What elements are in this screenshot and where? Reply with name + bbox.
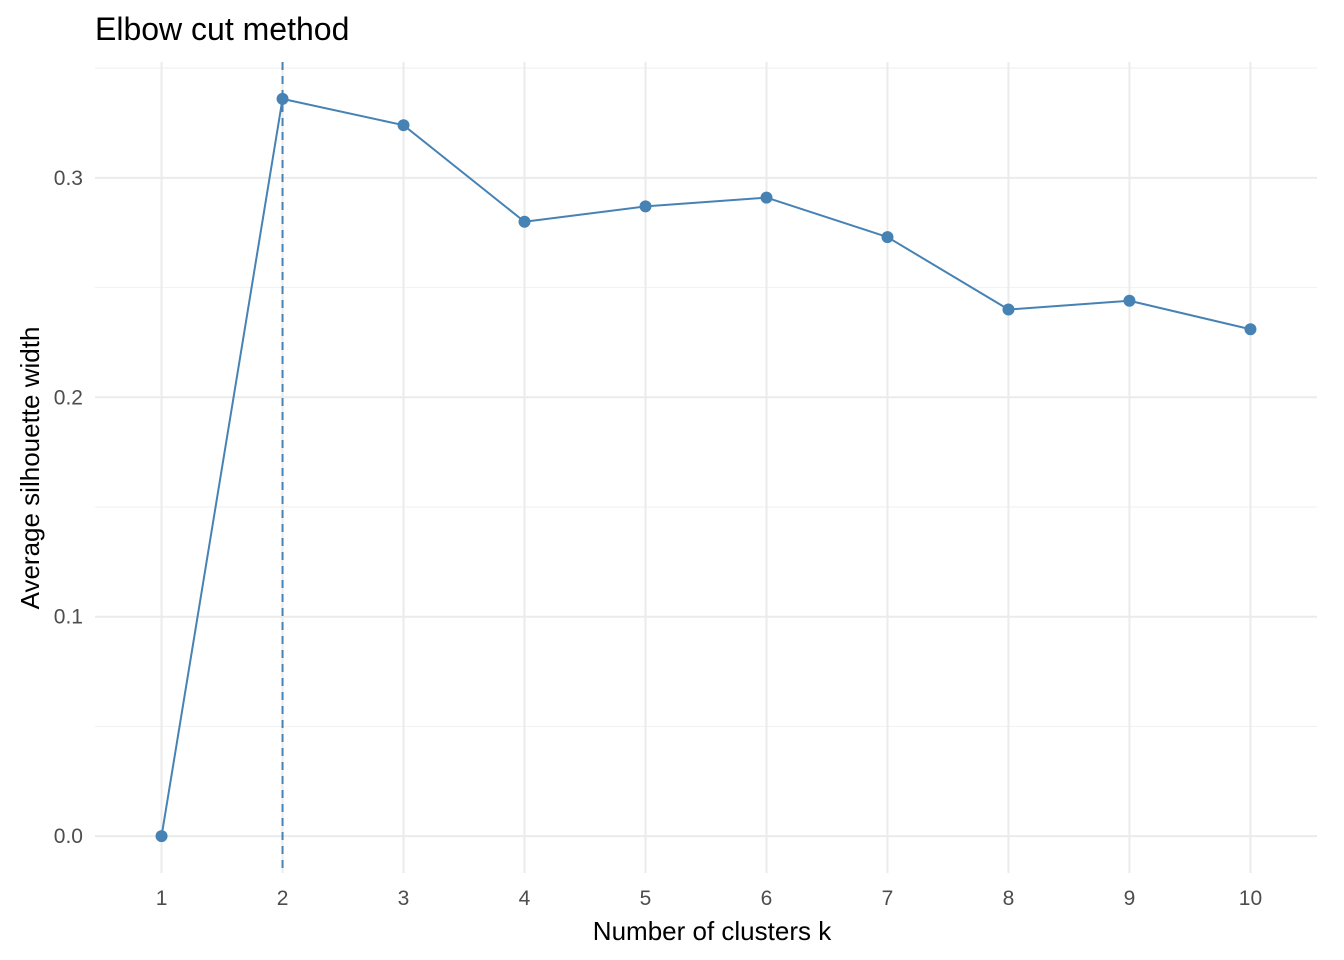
x-tick-label: 2 <box>277 887 289 910</box>
y-tick-labels: 0.0 0.1 0.2 0.3 <box>54 167 83 848</box>
x-tick-label: 9 <box>1124 887 1136 910</box>
data-point <box>155 830 168 843</box>
y-tick-label: 0.0 <box>54 825 83 848</box>
series-layer <box>155 92 1257 843</box>
x-tick-labels: 1 2 3 4 5 6 7 8 9 10 <box>156 887 1262 910</box>
x-axis-title: Number of clusters k <box>593 916 832 946</box>
grid <box>95 62 1317 873</box>
x-tick-label: 8 <box>1003 887 1015 910</box>
y-tick-label: 0.3 <box>54 167 83 190</box>
series-line <box>160 97 1251 837</box>
data-point <box>639 200 652 213</box>
x-tick-label: 6 <box>761 887 773 910</box>
x-tick-label: 7 <box>882 887 894 910</box>
data-point <box>1002 303 1015 316</box>
x-tick-label: 5 <box>640 887 652 910</box>
data-point <box>1244 323 1257 336</box>
data-point <box>760 191 773 204</box>
y-axis-title: Average silhouette width <box>15 327 45 610</box>
data-point <box>881 231 894 244</box>
data-point <box>518 215 531 228</box>
x-tick-label: 1 <box>156 887 168 910</box>
data-point <box>397 119 410 132</box>
x-tick-label: 10 <box>1239 887 1262 910</box>
y-tick-label: 0.1 <box>54 606 83 629</box>
chart-title: Elbow cut method <box>95 11 349 47</box>
data-point <box>1123 294 1136 307</box>
x-tick-label: 4 <box>519 887 531 910</box>
y-tick-label: 0.2 <box>54 386 83 409</box>
data-point <box>276 92 289 105</box>
x-tick-label: 3 <box>398 887 410 910</box>
